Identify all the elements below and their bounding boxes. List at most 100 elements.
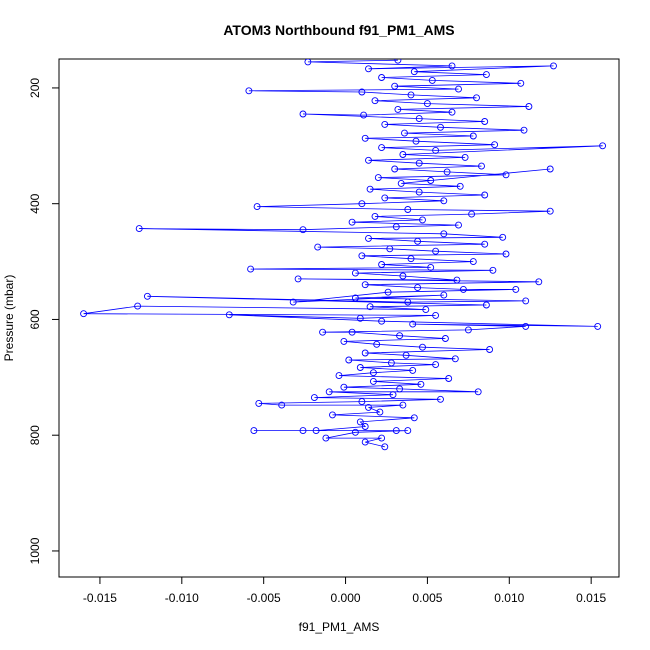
data-point bbox=[356, 418, 364, 426]
data-point bbox=[391, 165, 399, 173]
data-point bbox=[422, 306, 430, 314]
data-point bbox=[365, 65, 372, 73]
data-point bbox=[407, 91, 415, 99]
data-point bbox=[440, 291, 448, 299]
x-tick-label: -0.005 bbox=[247, 591, 281, 605]
data-point bbox=[453, 276, 461, 284]
data-point bbox=[396, 332, 404, 340]
data-point bbox=[378, 317, 386, 325]
data-point bbox=[469, 258, 477, 266]
data-point bbox=[404, 206, 412, 213]
data-point bbox=[478, 162, 485, 170]
data-point bbox=[599, 142, 607, 150]
data-point bbox=[481, 191, 489, 199]
data-point bbox=[360, 111, 368, 119]
data-point bbox=[351, 294, 359, 302]
data-point bbox=[432, 146, 440, 154]
data-point bbox=[437, 395, 444, 403]
data-point bbox=[486, 346, 494, 353]
data-point bbox=[415, 188, 423, 196]
data-point bbox=[299, 110, 307, 118]
data-point bbox=[378, 261, 386, 268]
data-point bbox=[247, 265, 255, 273]
plot-series bbox=[80, 59, 607, 451]
data-point bbox=[428, 76, 436, 84]
data-point bbox=[314, 243, 322, 251]
data-point bbox=[325, 388, 333, 396]
data-point bbox=[361, 281, 369, 289]
data-point bbox=[381, 194, 389, 202]
data-point bbox=[459, 285, 467, 293]
data-point bbox=[310, 394, 318, 402]
data-point bbox=[225, 311, 233, 319]
data-point bbox=[391, 82, 399, 90]
data-point bbox=[414, 237, 422, 245]
data-point bbox=[417, 380, 425, 388]
data-point bbox=[289, 298, 297, 306]
data-point bbox=[351, 269, 359, 277]
data-point bbox=[389, 391, 397, 399]
data-point bbox=[474, 388, 482, 396]
data-point bbox=[369, 369, 377, 377]
data-point bbox=[404, 427, 412, 435]
data-point bbox=[517, 79, 525, 87]
data-point bbox=[397, 179, 405, 187]
data-point bbox=[399, 401, 407, 409]
data-point bbox=[381, 120, 389, 128]
data-point bbox=[322, 434, 330, 442]
data-point bbox=[340, 383, 348, 391]
data-point bbox=[407, 255, 415, 263]
data-point bbox=[371, 97, 379, 105]
data-point bbox=[299, 427, 307, 435]
data-point bbox=[294, 275, 302, 283]
y-tick-label: 600 bbox=[28, 309, 42, 329]
data-point bbox=[448, 62, 456, 70]
data-point bbox=[482, 71, 490, 79]
data-point bbox=[415, 115, 423, 123]
data-point bbox=[402, 351, 410, 359]
data-point bbox=[432, 361, 440, 369]
data-point bbox=[369, 377, 377, 385]
y-tick-label: 1000 bbox=[28, 537, 42, 564]
data-point bbox=[361, 423, 369, 430]
plot-frame bbox=[58, 58, 620, 578]
data-point bbox=[250, 427, 258, 435]
data-point bbox=[455, 221, 462, 229]
data-point bbox=[512, 285, 520, 293]
data-point bbox=[451, 355, 459, 363]
y-axis: 200 400 600 800 1000 bbox=[28, 78, 59, 564]
data-point bbox=[445, 375, 453, 382]
data-point bbox=[371, 212, 379, 220]
data-point bbox=[414, 284, 422, 292]
data-point bbox=[409, 320, 417, 328]
data-point bbox=[394, 105, 402, 113]
data-point bbox=[358, 88, 366, 96]
data-point bbox=[502, 171, 510, 179]
data-point bbox=[378, 144, 386, 152]
data-point bbox=[358, 252, 366, 260]
chart-title: ATOM3 Northbound f91_PM1_AMS bbox=[223, 22, 454, 38]
data-point bbox=[348, 328, 356, 336]
data-point bbox=[520, 126, 528, 134]
data-point bbox=[419, 216, 426, 224]
data-point bbox=[356, 314, 364, 322]
data-point bbox=[361, 438, 369, 446]
data-point bbox=[409, 366, 417, 374]
data-point bbox=[499, 233, 507, 241]
data-point bbox=[535, 278, 543, 286]
data-point bbox=[384, 288, 392, 296]
data-point bbox=[387, 359, 395, 367]
data-point bbox=[525, 103, 533, 110]
data-point bbox=[319, 328, 327, 336]
data-point bbox=[546, 207, 554, 215]
data-point bbox=[299, 226, 307, 234]
data-point bbox=[134, 302, 142, 310]
x-tick-label: -0.010 bbox=[165, 591, 199, 605]
y-tick-label: 200 bbox=[28, 78, 42, 98]
data-point bbox=[481, 118, 489, 125]
data-point bbox=[440, 230, 448, 238]
data-point bbox=[432, 311, 440, 319]
data-point bbox=[455, 85, 462, 93]
data-point bbox=[481, 240, 489, 248]
